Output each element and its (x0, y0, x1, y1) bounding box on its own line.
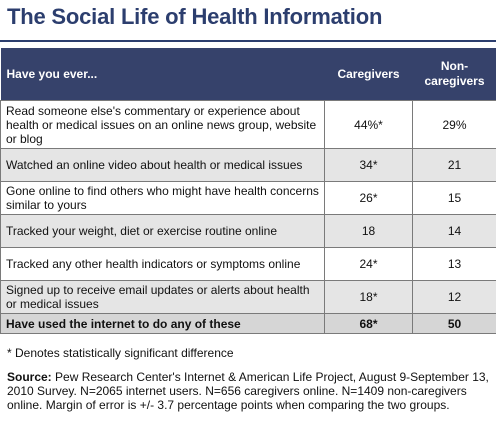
column-header-caregivers: Caregivers (324, 48, 413, 101)
row-label: Tracked any other health indicators or s… (0, 247, 325, 281)
table-row: Gone online to find others who might hav… (0, 181, 496, 215)
non-caregivers-value: 15 (412, 181, 496, 215)
table-row: Signed up to receive email updates or al… (0, 280, 496, 314)
non-caregivers-value: 14 (412, 214, 496, 248)
total-label: Have used the internet to do any of thes… (0, 313, 325, 334)
source-label: Source: (7, 370, 52, 384)
caregivers-value: 24* (324, 247, 413, 281)
caregivers-value: 18 (324, 214, 413, 248)
row-label: Signed up to receive email updates or al… (0, 280, 325, 314)
table-row: Watched an online video about health or … (0, 148, 496, 182)
caregivers-value: 26* (324, 181, 413, 215)
caregivers-value: 18* (324, 280, 413, 314)
survey-table: Have you ever... Caregivers Non-caregive… (0, 48, 496, 334)
caregivers-value: 44%* (324, 100, 413, 149)
column-header-non-caregivers: Non-caregivers (412, 48, 496, 101)
footnote: * Denotes statistically significant diff… (7, 346, 234, 360)
table-row: Tracked any other health indicators or s… (0, 247, 496, 281)
non-caregivers-value: 21 (412, 148, 496, 182)
title-divider (0, 40, 496, 42)
non-caregivers-value: 29% (412, 100, 496, 149)
source-note: Source: Pew Research Center's Internet &… (7, 370, 491, 412)
row-label: Read someone else's commentary or experi… (0, 100, 325, 149)
row-label: Tracked your weight, diet or exercise ro… (0, 214, 325, 248)
table-header-row: Have you ever... Caregivers Non-caregive… (0, 48, 496, 101)
source-text: Pew Research Center's Internet & America… (7, 370, 489, 412)
table-row: Tracked your weight, diet or exercise ro… (0, 214, 496, 248)
total-non-caregivers-value: 50 (412, 313, 496, 334)
non-caregivers-value: 13 (412, 247, 496, 281)
caregivers-value: 34* (324, 148, 413, 182)
row-label: Gone online to find others who might hav… (0, 181, 325, 215)
table-row: Read someone else's commentary or experi… (0, 100, 496, 149)
column-header-question: Have you ever... (0, 48, 325, 101)
table-total-row: Have used the internet to do any of thes… (0, 313, 496, 334)
row-label: Watched an online video about health or … (0, 148, 325, 182)
non-caregivers-value: 12 (412, 280, 496, 314)
total-caregivers-value: 68* (324, 313, 413, 334)
page-title: The Social Life of Health Information (7, 4, 383, 29)
